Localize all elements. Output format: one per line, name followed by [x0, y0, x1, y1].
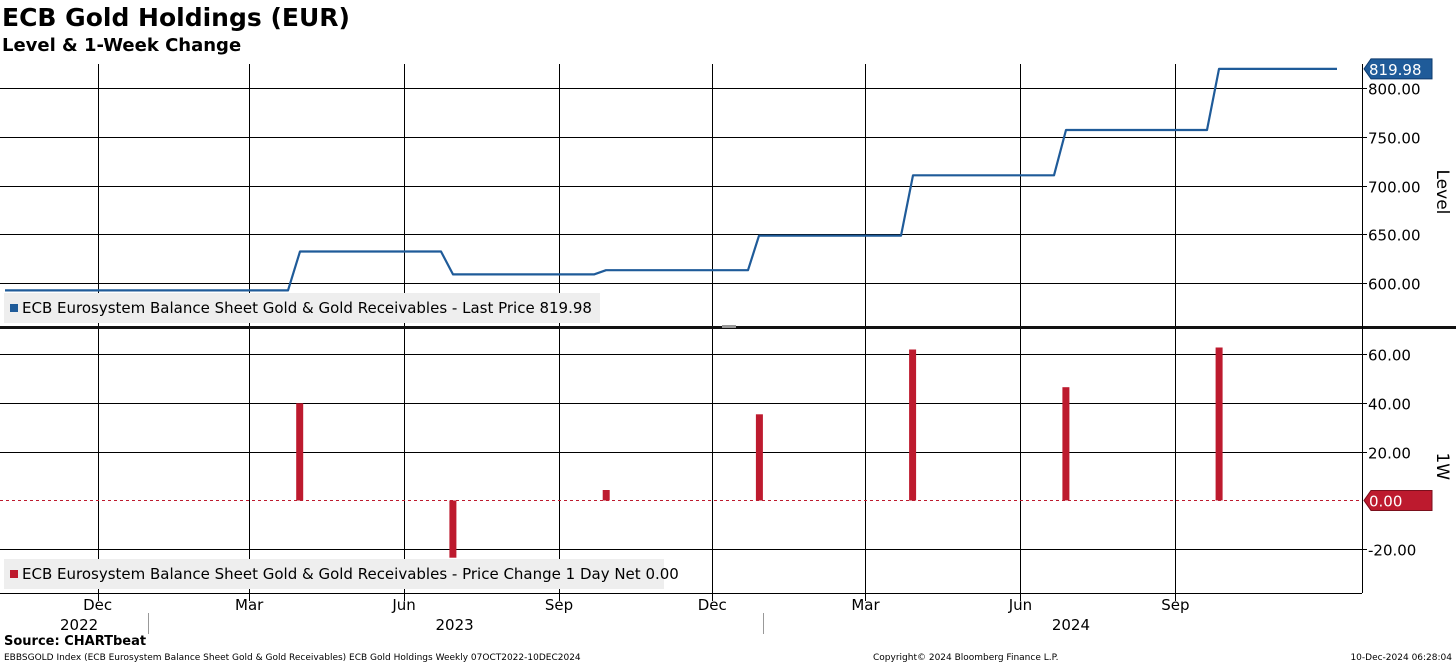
change-tick-label: 60.00 — [1368, 347, 1411, 365]
legend-label: ECB Eurosystem Balance Sheet Gold & Gold… — [22, 299, 592, 317]
level-tick-label: 600.00 — [1368, 276, 1421, 294]
change-tick-label: -20.00 — [1368, 542, 1416, 560]
x-year-label: 2023 — [436, 616, 474, 634]
x-month-label: Jun — [391, 596, 415, 614]
legend-swatch — [10, 570, 18, 578]
change-axis-title: 1W — [1432, 452, 1452, 480]
last-price-label: 819.98 — [1369, 61, 1422, 79]
zero-value-tag — [1363, 489, 1433, 511]
x-month-label: Mar — [851, 596, 880, 614]
level-series-line — [5, 67, 1337, 292]
footer-timestamp: 10-Dec-2024 06:28:04 — [1350, 653, 1452, 663]
level-tick-label: 700.00 — [1368, 179, 1421, 197]
legend-background — [4, 293, 600, 323]
level-tick-label: 650.00 — [1368, 227, 1421, 245]
change-bar — [909, 349, 917, 501]
panel-resize-handle — [722, 325, 736, 328]
change-bar — [1062, 387, 1070, 501]
change-bar — [449, 500, 457, 558]
level-axis-title: Level — [1432, 170, 1452, 215]
source-note: Source: CHARTbeat — [4, 634, 147, 649]
x-month-label: Dec — [698, 596, 727, 614]
chart-subtitle: Level & 1-Week Change — [2, 35, 242, 56]
x-month-label: Jun — [1008, 596, 1032, 614]
x-year-label: 2024 — [1052, 616, 1090, 634]
legend-background — [4, 559, 664, 589]
change-bar — [602, 490, 610, 501]
change-bar — [755, 414, 763, 501]
level-tick-label: 750.00 — [1368, 130, 1421, 148]
change-tick-label: 40.00 — [1368, 396, 1411, 414]
change-bar — [296, 403, 304, 501]
level-legend: ECB Eurosystem Balance Sheet Gold & Gold… — [4, 293, 600, 323]
change-bar — [1215, 347, 1223, 501]
x-month-label: Mar — [235, 596, 264, 614]
change-legend: ECB Eurosystem Balance Sheet Gold & Gold… — [4, 559, 679, 589]
x-year-label: 2022 — [60, 616, 98, 634]
footer-description: EBBSGOLD Index (ECB Eurosystem Balance S… — [4, 653, 581, 663]
legend-swatch — [10, 304, 18, 312]
x-month-label: Dec — [83, 596, 112, 614]
last-price-tag — [1363, 58, 1433, 80]
change-tick-label: 20.00 — [1368, 445, 1411, 463]
legend-label: ECB Eurosystem Balance Sheet Gold & Gold… — [22, 565, 679, 583]
level-tick-label: 800.00 — [1368, 81, 1421, 99]
x-month-label: Sep — [545, 596, 573, 614]
chart-title: ECB Gold Holdings (EUR) — [2, 3, 350, 32]
footer-copyright: Copyright© 2024 Bloomberg Finance L.P. — [873, 653, 1059, 663]
zero-value-label: 0.00 — [1369, 492, 1402, 510]
x-month-label: Sep — [1161, 596, 1189, 614]
